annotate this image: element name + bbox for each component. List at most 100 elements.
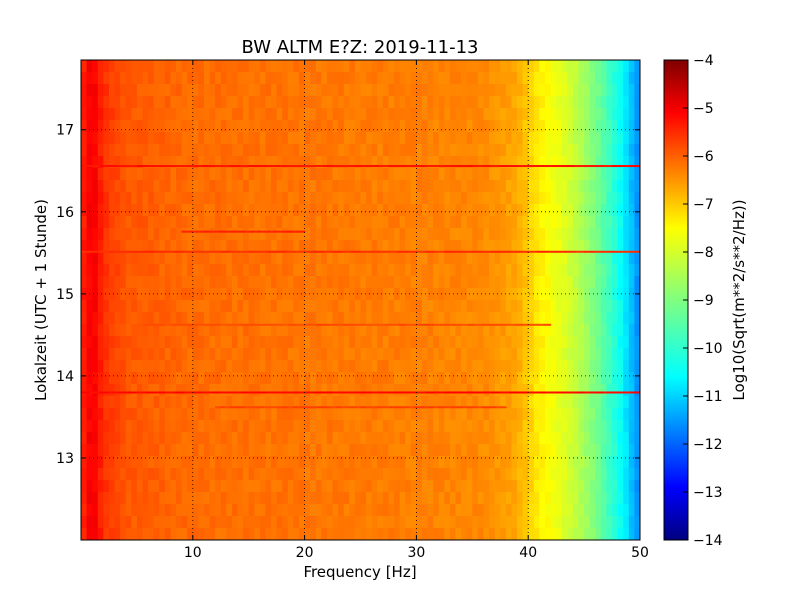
heatmap-cell <box>304 264 311 277</box>
heatmap-cell <box>86 384 93 397</box>
heatmap-cell <box>120 288 127 301</box>
heatmap-cell <box>315 288 322 301</box>
heatmap-cell <box>366 72 373 85</box>
heatmap-cell <box>276 156 283 169</box>
heatmap-cell <box>120 84 127 97</box>
heatmap-cell <box>231 324 239 337</box>
heatmap-cell <box>293 168 300 181</box>
heatmap-cell <box>539 300 546 313</box>
heatmap-cell <box>388 336 395 349</box>
heatmap-cell <box>164 168 172 181</box>
heatmap-cell <box>517 204 524 217</box>
heatmap-cell <box>550 480 557 493</box>
heatmap-cell <box>187 60 194 73</box>
heatmap-cell <box>371 192 378 205</box>
heatmap-cell <box>315 192 322 205</box>
heatmap-cell <box>114 300 121 313</box>
heatmap-cell <box>315 312 322 325</box>
heatmap-cell <box>427 300 434 313</box>
heatmap-cell <box>125 444 132 457</box>
heatmap-cell <box>578 444 585 457</box>
heatmap-cell <box>81 384 88 397</box>
heatmap-cell <box>399 348 406 361</box>
heatmap-cell <box>287 420 295 433</box>
heatmap-cell <box>572 72 580 85</box>
heatmap-cell <box>505 432 513 445</box>
heatmap-cell <box>170 324 177 337</box>
heatmap-cell <box>561 96 568 109</box>
heatmap-cell <box>477 420 485 433</box>
heatmap-cell <box>120 240 127 253</box>
heatmap-cell <box>338 120 345 133</box>
heatmap-cell <box>153 144 160 157</box>
heatmap-cell <box>589 432 596 445</box>
heatmap-cell <box>321 96 328 109</box>
heatmap-cell <box>472 132 479 145</box>
heatmap-cell <box>293 396 300 409</box>
heatmap-band-segment <box>234 230 238 233</box>
heatmap-cell <box>142 168 149 181</box>
heatmap-cell <box>176 204 183 217</box>
heatmap-cell <box>226 276 233 289</box>
heatmap-cell <box>287 252 295 265</box>
heatmap-cell <box>192 396 199 409</box>
heatmap-cell <box>410 228 417 241</box>
heatmap-cell <box>114 324 121 337</box>
heatmap-cell <box>108 144 116 157</box>
heatmap-cell <box>192 504 199 517</box>
heatmap-cell <box>600 84 608 97</box>
heatmap-cell <box>433 156 440 169</box>
heatmap-cell <box>81 300 88 313</box>
heatmap-cell <box>416 240 423 253</box>
heatmap-cell <box>494 72 501 85</box>
heatmap-cell <box>164 384 172 397</box>
heatmap-cell <box>494 144 501 157</box>
heatmap-cell <box>388 432 395 445</box>
heatmap-cell <box>606 384 613 397</box>
heatmap-band-segment <box>195 230 199 233</box>
heatmap-cell <box>271 480 278 493</box>
heatmap-cell <box>617 348 624 361</box>
heatmap-cell <box>159 204 166 217</box>
heatmap-cell <box>500 324 507 337</box>
heatmap-cell <box>310 132 317 145</box>
heatmap-cell <box>131 180 138 193</box>
heatmap-cell <box>600 288 608 301</box>
heatmap-band-segment <box>273 406 279 409</box>
heatmap-cell <box>287 384 295 397</box>
heatmap-cell <box>377 396 384 409</box>
colorbar-label: Log10(Sqrt(m**2/s**2/Hz)) <box>730 199 748 400</box>
heatmap-cell <box>584 252 591 265</box>
heatmap-cell <box>449 228 457 241</box>
heatmap-cell <box>500 396 507 409</box>
heatmap-cell <box>572 372 580 385</box>
heatmap-cell <box>136 156 144 169</box>
heatmap-cell <box>354 60 362 73</box>
heatmap-cell <box>612 492 619 505</box>
heatmap-cell <box>97 276 104 289</box>
heatmap-cell <box>131 396 138 409</box>
heatmap-cell <box>310 180 317 193</box>
heatmap-cell <box>394 348 401 361</box>
heatmap-cell <box>539 456 546 469</box>
heatmap-cell <box>92 444 99 457</box>
heatmap-cell <box>310 336 317 349</box>
heatmap-cell <box>489 372 496 385</box>
heatmap-cell <box>349 324 356 337</box>
x-tick-label: 30 <box>407 545 425 561</box>
heatmap-cell <box>517 240 524 253</box>
heatmap-cell <box>254 156 261 169</box>
heatmap-cell <box>360 96 367 109</box>
heatmap-cell <box>595 312 602 325</box>
heatmap-cell <box>394 108 401 121</box>
heatmap-cell <box>209 456 216 469</box>
heatmap-cell <box>511 456 518 469</box>
heatmap-cell <box>584 228 591 241</box>
heatmap-cell <box>433 516 440 529</box>
heatmap-cell <box>120 252 127 265</box>
heatmap-cell <box>248 456 255 469</box>
heatmap-cell <box>360 516 367 529</box>
heatmap-cell <box>623 360 630 373</box>
heatmap-cell <box>148 228 155 241</box>
heatmap-cell <box>170 204 177 217</box>
